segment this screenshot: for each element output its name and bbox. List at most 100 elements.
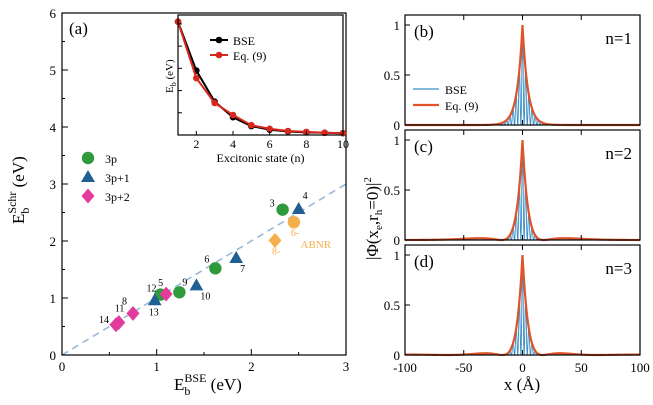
data-point-3pplus1 [147,293,162,306]
legend: 3p 3p+1 3p+2 [81,151,130,204]
y-tick-label: 0 [394,118,401,133]
legend-marker-diamond [81,188,95,204]
panel-c: 0 0.5 1 (c) n=2 [384,129,641,248]
plot-frame [61,12,347,356]
inset-background [178,15,343,135]
point-label: 8 [122,296,127,307]
point-label: 6 [204,254,209,265]
series-point [211,99,218,107]
data-point-3pplus2 [126,305,140,321]
state-annotation: n=3 [605,259,632,278]
x-tick-label: 0 [519,360,526,375]
x-tick-label: -50 [455,360,472,375]
x-tick-label: -100 [393,360,417,375]
legend-label: 3p+2 [105,190,130,204]
x-tick-label: 50 [575,360,588,375]
y-tick-label: 0.5 [384,68,400,83]
y-tick-label: 5 [50,63,57,78]
abnr-annotation: ABNR [301,239,332,251]
data-point-3pplus1 [291,201,306,215]
point-label: 13 [149,307,159,318]
point-label: 7 [240,264,245,275]
wavefunction-panels: 0 0.5 1 (b) n=1 BSE Eq. (9) 0 0.5 1 (c) n=2 0 0.5 1 -10… [384,14,650,375]
y-tick-label: 1 [394,248,401,263]
series-point [193,74,200,82]
panel-label: (a) [69,19,88,38]
y-tick-label: 0.5 [384,183,400,198]
inset-y-axis-label: Eb (eV) [164,59,178,93]
y-tick-label: 1 [394,133,401,148]
x-axis-label: x (Å) [504,375,540,394]
reference-diagonal-line [61,183,347,356]
panel-b: 0 0.5 1 (b) n=1 BSE Eq. (9) [384,14,641,133]
x-tick-label: 3 [343,359,350,374]
data-point-3pplus1 [189,278,204,291]
legend-label: 3p+1 [105,171,130,185]
point-label: 11 [115,304,125,315]
x-tick-label: 0 [59,359,66,374]
point-label: 9 [182,277,187,288]
series-line [177,21,344,135]
data-point-3p [276,203,289,216]
shared-y-axis-label: |Φ(xe,rh=0)|2 [362,177,385,260]
x-axis-label: EbBSE (eV) [174,371,242,398]
point-label: 14 [99,315,109,326]
inset-frame [177,14,344,136]
series-point [229,111,237,119]
y-tick-label: 0 [50,348,57,363]
legend-marker [215,51,223,59]
point-label: 12 [146,284,156,295]
data-point-3p [173,286,186,299]
series-point [266,125,273,133]
inset-x-axis-label: Excitonic state (n) [217,151,305,165]
y-tick-label: 3 [50,177,57,192]
y-tick-label: 2 [50,234,57,249]
legend-label: Eq. (9) [233,49,266,63]
panel-label: (c) [414,137,433,156]
y-tick-label: 1 [394,18,401,33]
point-label: 10 [200,291,210,302]
x-tick-label: 1 [153,359,160,374]
state-annotation: n=1 [605,29,632,48]
x-tick-label: 100 [630,360,650,375]
y-tick-label: 1 [50,291,57,306]
data-point-3pplus2 [159,286,173,302]
inset-axis-ticks: 2 4 6 8 10 [178,23,349,151]
data-point-3pplus2 [109,317,123,333]
scatter-points: 3 6 9 12 4 7 10 13 5 811 14 6- 8- [99,191,308,333]
data-point-ABNR [287,215,301,229]
point-label: 8- [272,246,280,257]
panel-label: (d) [414,252,434,271]
legend-label: Eq. (9) [445,99,478,113]
point-label: 3 [270,199,275,210]
y-tick-label: 0 [394,348,401,363]
legend-label: BSE [233,34,255,48]
x-tick-label: 8 [303,137,309,151]
panel-d: 0 0.5 1 -100 -50 0 50 100 (d) n=3 [384,244,650,375]
state-annotation: n=2 [605,144,632,163]
legend-marker [215,36,223,44]
point-label: 6- [291,228,299,239]
x-tick-label: 2 [248,359,255,374]
y-axis-label: EbSchr (eV) [5,156,32,224]
point-label: 4 [303,191,308,202]
legend-label: BSE [445,83,467,97]
legend-marker-circle [81,151,95,165]
x-tick-label: 6 [267,137,273,151]
series-point [284,127,292,135]
data-point-3p [209,262,222,275]
point-label: 5 [158,278,163,289]
legend-label: 3p [105,152,117,166]
series-point [248,121,255,129]
y-tick-label: 4 [50,120,57,135]
legend-marker-triangle [81,170,95,182]
x-tick-label: 4 [230,137,236,151]
y-tick-label: 0 [394,233,401,248]
data-point-ABNR [268,232,282,248]
y-tick-label: 0.5 [384,298,400,313]
